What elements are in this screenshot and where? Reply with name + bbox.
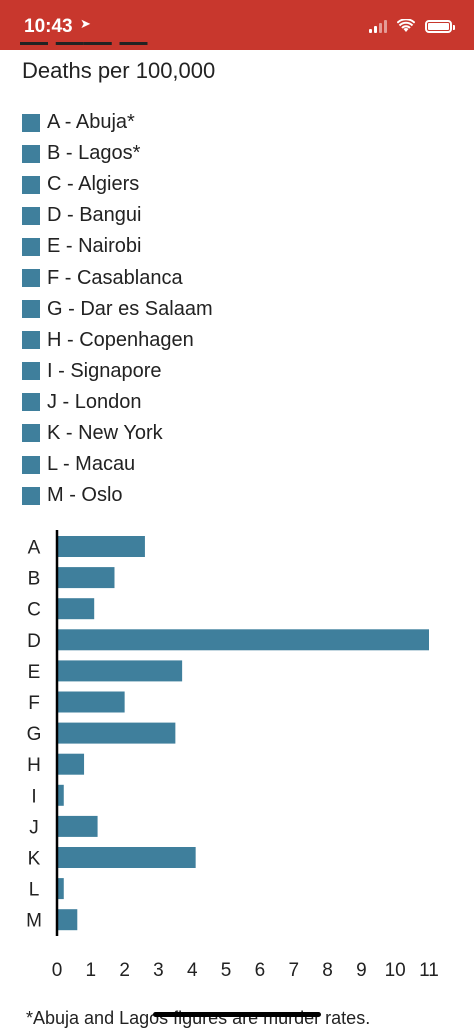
legend-swatch [22, 237, 40, 256]
clipped-title-fragment: ▬ ▬▬ ▬ [20, 42, 220, 50]
bar-c [57, 598, 95, 620]
legend-label: B - Lagos* [47, 142, 141, 165]
bar-j [57, 815, 98, 837]
x-tick-label: 8 [322, 960, 333, 981]
x-tick-label: 4 [187, 960, 198, 981]
location-arrow-icon: ➤ [80, 16, 91, 31]
legend-item-k: K - New York [22, 418, 213, 449]
legend-label: D - Bangui [47, 204, 142, 227]
legend-label: G - Dar es Salaam [47, 297, 213, 320]
y-tick-label: J [29, 817, 39, 838]
legend-swatch [22, 206, 40, 225]
y-tick-label: I [31, 786, 36, 807]
y-tick-label: A [28, 538, 41, 559]
legend-item-c: C - Algiers [22, 169, 213, 200]
wifi-icon [397, 19, 415, 32]
x-tick-label: 2 [119, 960, 130, 981]
y-tick-label: L [29, 880, 40, 901]
bar-m [57, 909, 78, 931]
cellular-signal-icon [367, 20, 387, 33]
legend-item-j: J - London [22, 387, 213, 418]
bar-b [57, 567, 115, 589]
bar-k [57, 847, 196, 868]
y-tick-label: B [28, 569, 41, 590]
legend-swatch [22, 175, 40, 194]
legend: A - Abuja* B - Lagos* C - Algiers D - Bangu… [22, 107, 213, 511]
x-tick-label: 7 [288, 960, 299, 981]
legend-swatch [22, 455, 40, 474]
x-tick-label: 3 [153, 960, 164, 981]
legend-label: I - Signapore [47, 359, 162, 382]
x-tick-label: 5 [221, 960, 232, 981]
bar-l [57, 878, 64, 900]
legend-item-d: D - Bangui [22, 200, 213, 231]
legend-item-i: I - Signapore [22, 356, 213, 387]
bar-e [57, 660, 183, 682]
x-tick-label: 9 [356, 960, 367, 981]
legend-item-a: A - Abuja* [22, 107, 213, 138]
legend-label: J - London [47, 390, 142, 413]
legend-label: M - Oslo [47, 484, 123, 507]
legend-label: F - Casablanca [47, 266, 183, 289]
status-bar: 10:43 ➤ [0, 0, 474, 50]
legend-item-m: M - Oslo [22, 480, 213, 511]
bar-g [57, 722, 176, 744]
y-tick-label: D [27, 631, 41, 652]
bar-a [57, 536, 145, 557]
status-time: 10:43 [24, 16, 73, 37]
legend-swatch [22, 393, 40, 412]
y-tick-label: F [28, 693, 40, 714]
x-tick-label: 11 [419, 960, 439, 981]
legend-swatch [22, 424, 40, 443]
x-tick-label: 0 [52, 960, 63, 981]
legend-label: H - Copenhagen [47, 328, 194, 351]
bar-f [57, 691, 125, 713]
legend-swatch [22, 144, 40, 163]
legend-item-g: G - Dar es Salaam [22, 294, 213, 325]
y-tick-label: H [27, 755, 41, 776]
legend-swatch [22, 331, 40, 350]
legend-label: E - Nairobi [47, 235, 142, 258]
status-icons [367, 17, 455, 33]
battery-icon [425, 20, 455, 33]
legend-item-l: L - Macau [22, 449, 213, 480]
y-tick-label: E [28, 662, 41, 683]
chart-subtitle: Deaths per 100,000 [22, 58, 216, 83]
y-tick-label: C [27, 600, 41, 621]
x-tick-label: 1 [86, 960, 97, 981]
legend-swatch [22, 269, 40, 288]
y-tick-label: G [27, 724, 42, 745]
legend-label: L - Macau [47, 453, 136, 476]
legend-label: A - Abuja* [47, 111, 135, 134]
bar-d [57, 629, 429, 651]
legend-label: C - Algiers [47, 173, 140, 196]
legend-swatch [22, 362, 40, 381]
y-tick-label: K [28, 849, 41, 870]
x-tick-label: 10 [385, 960, 406, 981]
y-tick-label: M [26, 911, 42, 932]
legend-swatch [22, 300, 40, 319]
legend-item-h: H - Copenhagen [22, 325, 213, 356]
bar-h [57, 753, 85, 775]
home-indicator [153, 1012, 321, 1017]
x-tick-label: 6 [255, 960, 266, 981]
bar-i [57, 784, 64, 806]
legend-swatch [22, 113, 40, 132]
legend-item-e: E - Nairobi [22, 231, 213, 262]
legend-label: K - New York [47, 421, 163, 444]
legend-item-b: B - Lagos* [22, 138, 213, 169]
legend-item-f: F - Casablanca [22, 262, 213, 293]
legend-swatch [22, 486, 40, 505]
